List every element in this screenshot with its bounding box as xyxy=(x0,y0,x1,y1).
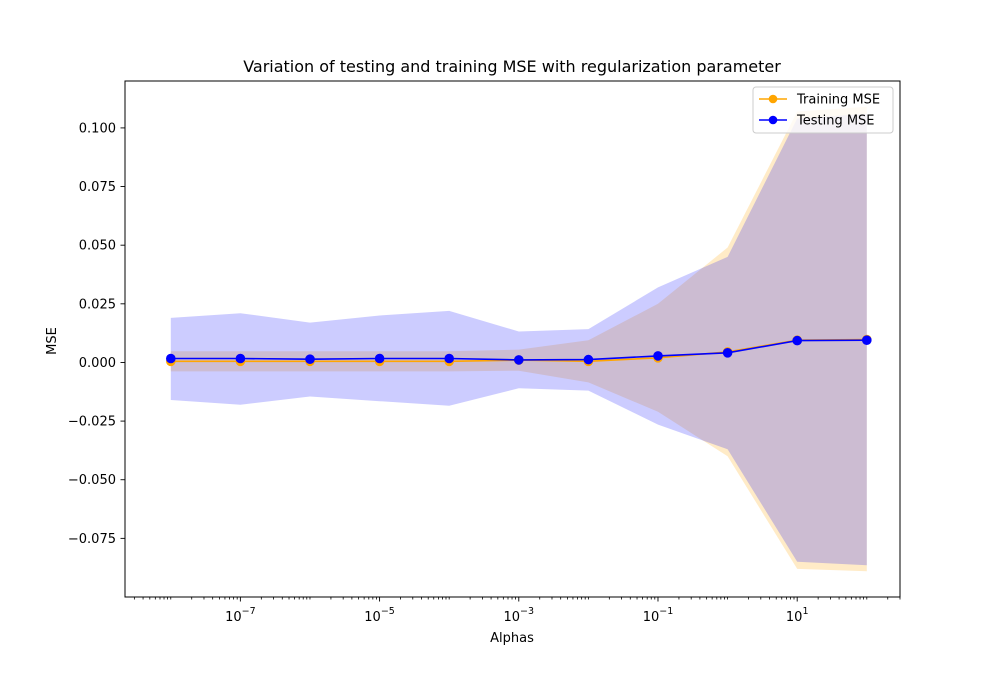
legend-label-0: Training MSE xyxy=(796,93,880,108)
y-tick-label: 0.025 xyxy=(79,297,116,312)
y-axis-label: MSE xyxy=(45,327,60,355)
point-testing-mse xyxy=(444,353,455,364)
y-tick-label: −0.075 xyxy=(68,532,116,547)
point-testing-mse xyxy=(166,353,176,364)
point-testing-mse xyxy=(862,335,872,346)
x-tick-label: 10−1 xyxy=(643,606,674,625)
plot-frame xyxy=(124,80,901,598)
point-testing-mse xyxy=(305,354,315,365)
point-testing-mse xyxy=(722,348,733,358)
y-tick-label: 0.000 xyxy=(79,356,116,371)
lines-layer xyxy=(166,334,872,367)
legend-label-1: Testing MSE xyxy=(796,114,875,129)
band-testing-mse xyxy=(170,113,867,566)
point-testing-mse xyxy=(235,353,246,364)
x-tick-label: 10−7 xyxy=(225,606,256,625)
point-testing-mse xyxy=(653,351,663,361)
legend-marker-1 xyxy=(768,115,778,125)
x-tick-label: 10−3 xyxy=(503,606,534,625)
y-tick-label: 0.050 xyxy=(79,239,116,254)
y-tick-label: 0.100 xyxy=(79,121,116,136)
y-tick-label: −0.050 xyxy=(68,473,116,488)
point-testing-mse xyxy=(583,354,594,365)
x-tick-label: 10−5 xyxy=(364,606,395,625)
band-training-mse xyxy=(170,106,867,572)
y-tick-label: 0.075 xyxy=(79,180,116,195)
point-testing-mse xyxy=(792,335,803,346)
legend-marker-0 xyxy=(768,94,778,104)
chart-title: Variation of testing and training MSE wi… xyxy=(243,57,781,76)
x-tick-label: 101 xyxy=(786,606,809,625)
legend-box xyxy=(752,86,894,134)
legend: Training MSE Testing MSE xyxy=(752,86,894,134)
point-testing-mse xyxy=(374,353,385,364)
point-testing-mse xyxy=(514,355,524,365)
x-axis-label: Alphas xyxy=(490,631,534,646)
bands-layer xyxy=(170,106,867,572)
y-tick-label: −0.025 xyxy=(68,415,116,430)
axes-layer: 10−7 10−5 10−3 10−1 101 0.100 0.075 0.050 0.025 0… xyxy=(68,80,901,625)
